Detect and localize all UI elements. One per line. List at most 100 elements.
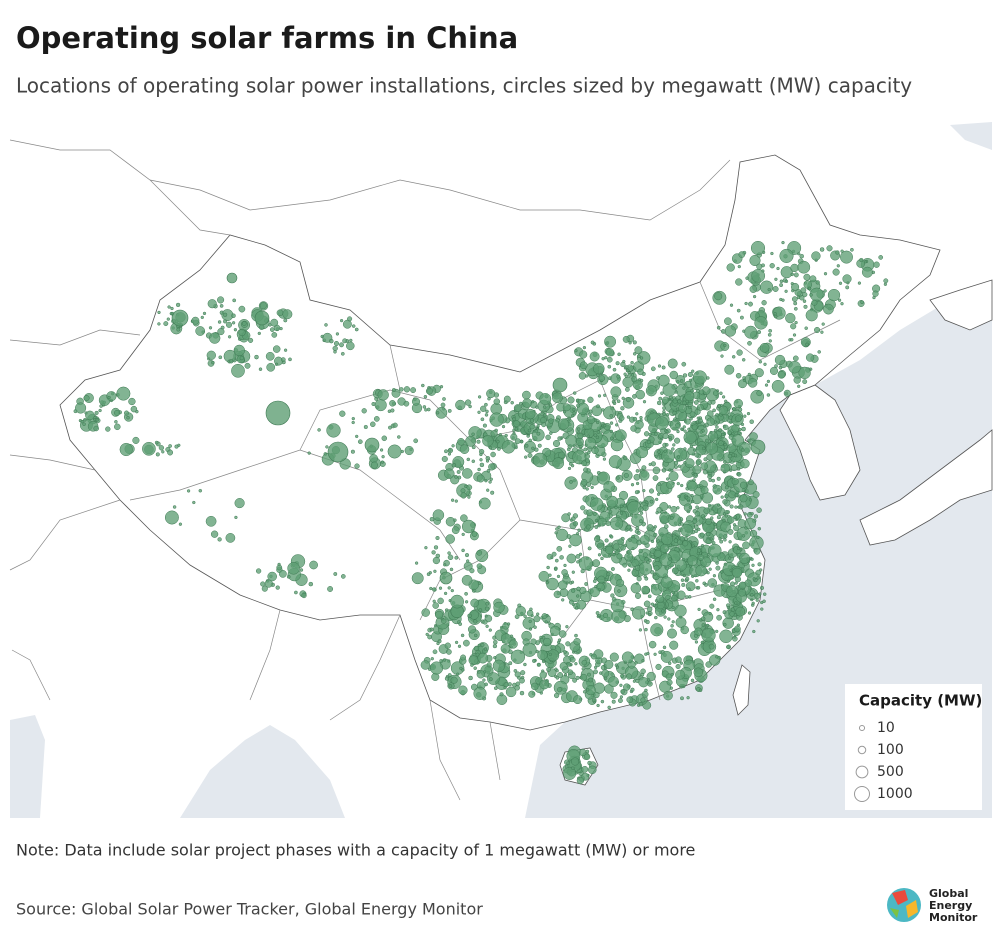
solar-farm-dot (659, 502, 669, 511)
solar-farm-dot (484, 402, 488, 407)
solar-farm-dot (705, 623, 710, 628)
solar-farm-dot (821, 322, 825, 326)
solar-farm-dot (460, 488, 466, 494)
solar-farm-dot (790, 272, 794, 277)
solar-farm-dot (652, 475, 659, 481)
solar-farm-dot (729, 303, 734, 307)
solar-farm-dot (702, 516, 706, 520)
solar-farm-dot (696, 548, 702, 553)
solar-farm-dot (432, 556, 441, 565)
solar-farm-dot (665, 413, 670, 417)
solar-farm-dot (317, 428, 321, 432)
solar-farm-dot (740, 422, 745, 427)
solar-farm-dot (519, 439, 524, 444)
solar-farm-dot (200, 315, 204, 320)
solar-farm-dot (774, 277, 778, 281)
solar-farm-dot (802, 299, 807, 303)
solar-farm-dot (668, 557, 672, 561)
solar-farm-dot (645, 385, 657, 397)
solar-farm-dot (586, 509, 593, 517)
solar-farm-dot (661, 468, 667, 473)
solar-farm-dot (482, 678, 486, 682)
solar-farm-dot (767, 287, 771, 292)
solar-farm-dot (486, 488, 490, 492)
solar-farm-dot (631, 606, 646, 620)
solar-farm-dot (695, 564, 707, 577)
solar-farm-dot (653, 525, 657, 529)
solar-farm-dot (779, 248, 794, 263)
solar-farm-dot (411, 572, 424, 585)
solar-farm-dot (397, 435, 401, 439)
solar-farm-dot (676, 380, 680, 384)
solar-farm-dot (480, 417, 485, 422)
solar-farm-dot (170, 306, 174, 311)
solar-farm-dot (677, 399, 682, 404)
solar-farm-dot (722, 499, 728, 505)
solar-farm-dot (643, 431, 650, 437)
solar-farm-dot (777, 370, 786, 379)
solar-farm-dot (712, 574, 717, 578)
solar-farm-dot (488, 446, 493, 450)
solar-farm-dot (685, 399, 689, 404)
solar-farm-dot (504, 433, 508, 438)
solar-farm-dot (793, 301, 798, 306)
solar-farm-dot (361, 408, 367, 414)
solar-farm-dot (534, 447, 539, 452)
solar-farm-dot (759, 585, 765, 590)
solar-farm-dot (351, 416, 355, 421)
solar-farm-dot (602, 612, 609, 618)
solar-farm-dot (760, 600, 764, 605)
solar-farm-dot (559, 555, 564, 560)
solar-farm-dot (612, 553, 616, 557)
solar-farm-dot (484, 606, 490, 612)
solar-farm-dot (583, 467, 589, 473)
solar-farm-dot (671, 567, 679, 575)
solar-farm-dot (670, 505, 678, 513)
solar-farm-dot (562, 403, 571, 412)
solar-farm-dot (617, 352, 621, 357)
solar-farm-dot (685, 576, 690, 582)
solar-farm-dot (629, 513, 634, 517)
solar-farm-dot (745, 276, 749, 280)
solar-farm-dot (592, 512, 597, 516)
solar-farm-dot (731, 478, 739, 486)
solar-farm-dot (663, 615, 667, 619)
solar-farm-dot (444, 642, 451, 649)
solar-farm-dot (619, 504, 624, 508)
legend: Capacity (MW) 10 100 500 1000 (845, 684, 982, 810)
solar-farm-dot (238, 305, 246, 313)
solar-farm-dot (565, 625, 569, 629)
solar-farm-dot (749, 432, 758, 441)
solar-farm-dot (731, 567, 743, 578)
solar-farm-dot (186, 489, 191, 493)
solar-farm-dot (75, 402, 87, 414)
solar-farm-dot (274, 362, 279, 366)
solar-farm-dot (743, 414, 747, 418)
solar-farm-dot (676, 429, 680, 434)
solar-farm-dot (532, 658, 537, 663)
solar-farm-dot (576, 776, 585, 785)
solar-farm-dot (548, 652, 552, 657)
solar-farm-dot (584, 452, 589, 456)
solar-farm-dot (653, 572, 657, 576)
solar-farm-dot (727, 516, 735, 524)
solar-farm-dot (680, 696, 684, 701)
solar-farm-dot (596, 703, 600, 708)
solar-farm-dot (477, 581, 482, 585)
solar-farm-dot (771, 379, 785, 393)
solar-farm-dot (585, 749, 590, 754)
solar-farm-dot (872, 290, 879, 297)
solar-farm-dot (423, 394, 428, 399)
solar-farm-dot (668, 471, 679, 482)
solar-farm-dot (644, 576, 649, 581)
solar-farm-dot (827, 288, 841, 302)
solar-farm-dot (255, 568, 262, 574)
solar-farm-dot (513, 404, 522, 413)
solar-farm-dot (425, 387, 433, 395)
solar-farm-dot (174, 444, 179, 449)
solar-farm-dot (731, 453, 736, 457)
solar-farm-dot (557, 638, 562, 642)
solar-farm-dot (712, 484, 723, 495)
solar-farm-dot (605, 348, 615, 357)
